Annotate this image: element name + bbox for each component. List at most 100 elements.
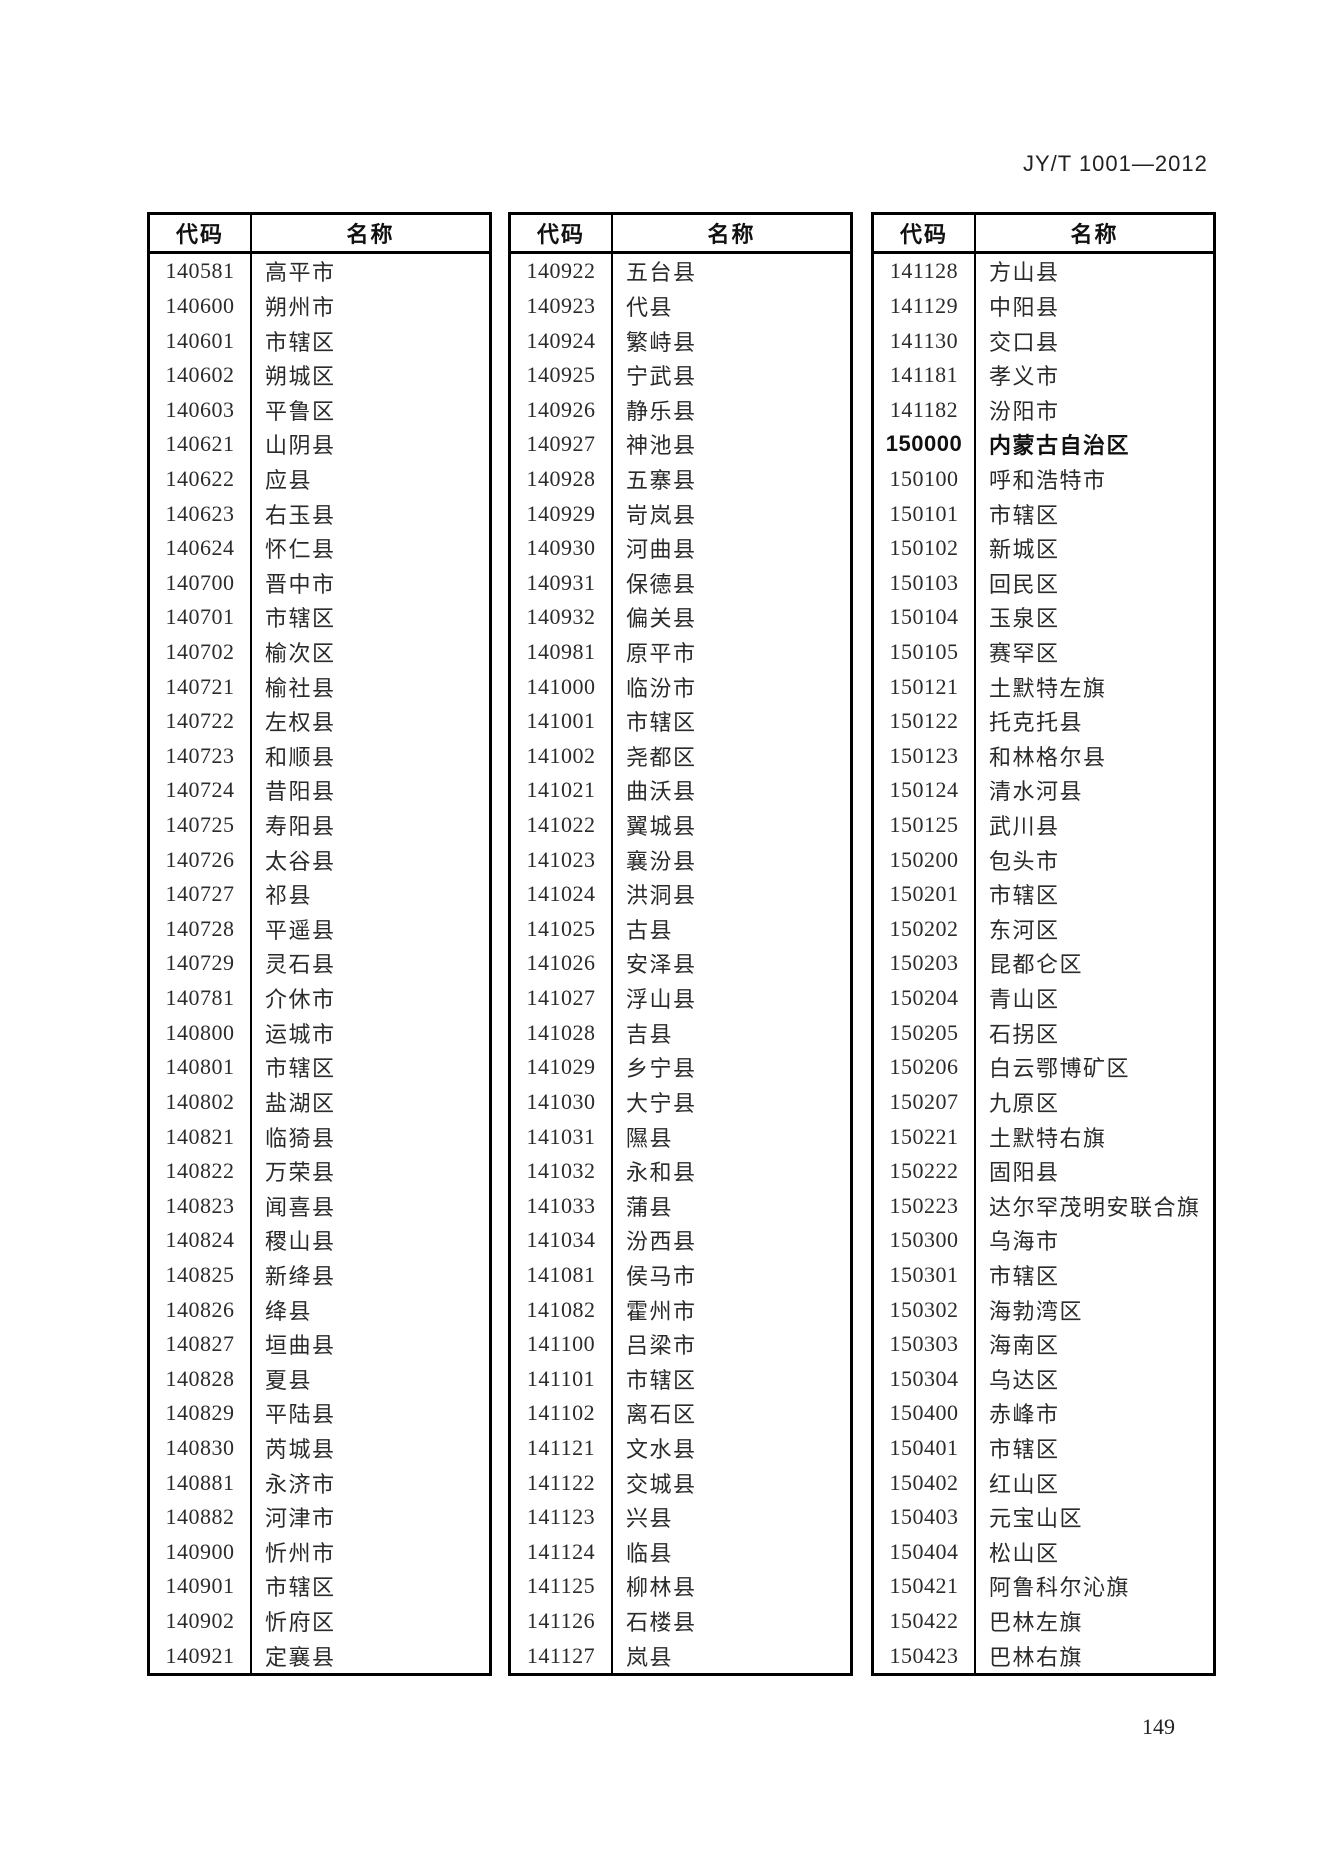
table-row: 141025 古县: [511, 911, 850, 947]
region-name: 忻府区: [265, 1610, 336, 1636]
region-name: 绛县: [265, 1298, 313, 1324]
table-row: 140932 偏关县: [511, 600, 850, 635]
table-row: 150400 赤峰市: [874, 1396, 1213, 1431]
region-code-table-2: 代码 名称 140922 五台县 140923 代县 140924 繁峙县 140925 宁武县 1…: [508, 212, 853, 1676]
region-name: 土默特左旗: [989, 675, 1107, 701]
table-row: 150223 达尔罕茂明安联合旗: [874, 1188, 1213, 1224]
region-code: 140924: [511, 323, 613, 358]
table-row: 150206 白云鄂博矿区: [874, 1050, 1213, 1085]
region-code: 140723: [150, 738, 252, 774]
table-row: 140821 临猗县: [150, 1119, 489, 1154]
region-code: 140932: [511, 600, 613, 635]
table-row: 140800 运城市: [150, 1015, 489, 1051]
region-code-table-1: 代码 名称 140581 高平市 140600 朔州市 140601 市辖区 140602 朔城区…: [147, 212, 492, 1676]
region-name: 新绛县: [265, 1263, 336, 1289]
table-row: 150222 固阳县: [874, 1153, 1213, 1189]
table-row: 150201 市辖区: [874, 876, 1213, 912]
table-row: 150403 元宝山区: [874, 1499, 1213, 1535]
region-name: 回民区: [989, 571, 1060, 597]
region-name: 左权县: [265, 710, 336, 736]
region-code: 141034: [511, 1223, 613, 1258]
region-code: 141031: [511, 1119, 613, 1154]
table-row: 140581 高平市: [150, 254, 489, 289]
region-name: 应县: [265, 467, 313, 493]
region-name: 侯马市: [626, 1263, 697, 1289]
table-row: 140830 芮城县: [150, 1430, 489, 1466]
table-row: 140729 灵石县: [150, 946, 489, 981]
region-code: 141025: [511, 911, 613, 947]
region-code: 150400: [874, 1396, 976, 1431]
table-row: 150125 武川县: [874, 807, 1213, 843]
region-code: 141030: [511, 1084, 613, 1120]
table-row: 140802 盐湖区: [150, 1084, 489, 1120]
region-name: 孝义市: [989, 364, 1060, 390]
region-name: 临猗县: [265, 1125, 336, 1151]
region-name: 山阴县: [265, 433, 336, 459]
region-name: 高平市: [265, 260, 336, 286]
region-name: 稷山县: [265, 1229, 336, 1255]
region-name: 九原区: [989, 1090, 1060, 1116]
region-code: 150422: [874, 1603, 976, 1639]
region-code: 141082: [511, 1292, 613, 1327]
region-code: 141100: [511, 1326, 613, 1362]
region-code: 141026: [511, 946, 613, 981]
table-row: 140727 祁县: [150, 876, 489, 912]
table-row: 140623 右玉县: [150, 496, 489, 531]
region-name: 保德县: [626, 571, 697, 597]
region-code: 141027: [511, 980, 613, 1016]
region-code: 141101: [511, 1361, 613, 1397]
region-code: 141122: [511, 1465, 613, 1500]
table-row: 140921 定襄县: [150, 1638, 489, 1673]
table-row: 141125 柳林县: [511, 1569, 850, 1604]
table-row: 140701 市辖区: [150, 600, 489, 635]
region-name: 霍州市: [626, 1298, 697, 1324]
region-code: 140829: [150, 1396, 252, 1431]
region-name: 阿鲁科尔沁旗: [989, 1575, 1131, 1601]
table-row: 140825 新绛县: [150, 1257, 489, 1293]
region-name: 安泽县: [626, 952, 697, 978]
table-row: 150123 和林格尔县: [874, 738, 1213, 774]
region-name: 偏关县: [626, 606, 697, 632]
region-code: 140826: [150, 1292, 252, 1327]
region-code: 141081: [511, 1257, 613, 1293]
region-code: 150300: [874, 1223, 976, 1258]
region-code: 141029: [511, 1050, 613, 1085]
region-name: 清水河县: [989, 779, 1084, 805]
table-row: 141000 临汾市: [511, 669, 850, 704]
region-name: 怀仁县: [265, 537, 336, 563]
region-name: 赛罕区: [989, 641, 1060, 666]
region-name: 太谷县: [265, 848, 336, 874]
region-name: 市辖区: [989, 1437, 1060, 1463]
table-row: 141123 兴县: [511, 1499, 850, 1535]
region-name: 市辖区: [265, 606, 336, 632]
region-name: 海勃湾区: [989, 1298, 1084, 1324]
region-name: 呼和浩特市: [989, 467, 1107, 493]
region-code: 140800: [150, 1015, 252, 1051]
table-row: 150121 土默特左旗: [874, 669, 1213, 704]
region-code: 140622: [150, 461, 252, 497]
table-row: 150404 松山区: [874, 1534, 1213, 1570]
table-row: 140927 神池县: [511, 427, 850, 462]
table-row: 140882 河津市: [150, 1499, 489, 1535]
region-name: 汾阳市: [989, 398, 1060, 424]
table-row: 140829 平陆县: [150, 1396, 489, 1431]
region-code: 140725: [150, 807, 252, 843]
table-row: 150301 市辖区: [874, 1257, 1213, 1293]
table-row: 140926 静乐县: [511, 392, 850, 428]
region-code: 140721: [150, 669, 252, 704]
table-row: 150401 市辖区: [874, 1430, 1213, 1466]
table-row: 141023 襄汾县: [511, 842, 850, 877]
region-code: 150122: [874, 703, 976, 739]
region-code: 140926: [511, 392, 613, 428]
region-name: 市辖区: [626, 710, 697, 736]
region-code: 140801: [150, 1050, 252, 1085]
region-name: 市辖区: [989, 1263, 1060, 1289]
region-code: 140728: [150, 911, 252, 947]
region-code: 150203: [874, 946, 976, 981]
region-code: 140923: [511, 288, 613, 324]
region-code: 140821: [150, 1119, 252, 1154]
region-code: 150404: [874, 1534, 976, 1570]
region-name: 元宝山区: [989, 1506, 1084, 1532]
table-row: 140600 朔州市: [150, 288, 489, 324]
